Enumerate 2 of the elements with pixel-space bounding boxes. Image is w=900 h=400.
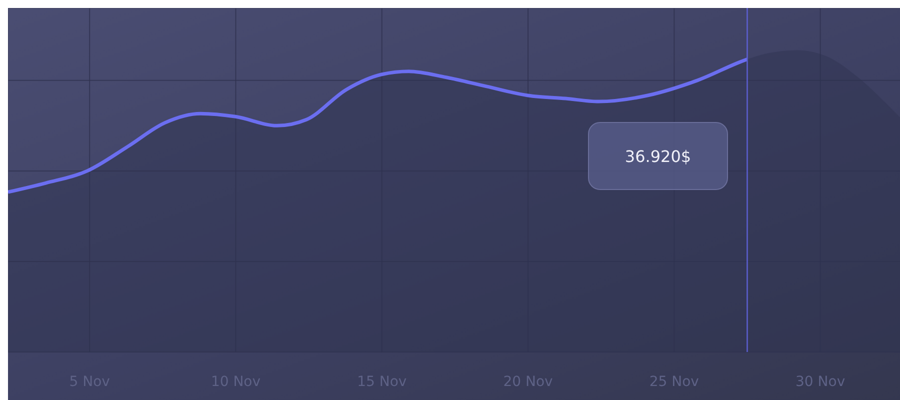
callout-box: 36.920$ bbox=[588, 122, 728, 190]
annotation: 36.920$ bbox=[624, 146, 692, 166]
